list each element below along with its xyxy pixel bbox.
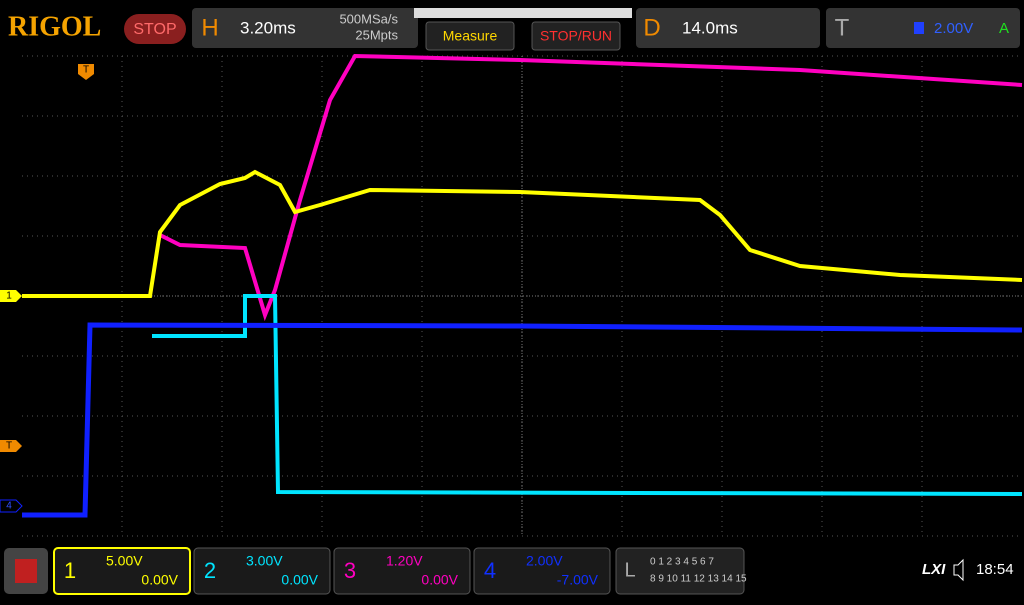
channel-scale: 2.00V [526, 553, 563, 569]
menu-icon [15, 559, 37, 583]
ch1-marker-label: 1 [6, 291, 12, 302]
trig-time-label: T [83, 65, 89, 76]
memory-bar [414, 8, 632, 18]
channel-offset: 0.00V [141, 572, 178, 588]
measure-btn[interactable] [425, 21, 515, 51]
d-panel [636, 8, 820, 48]
trig-level-marker [0, 440, 22, 452]
speaker-icon [953, 558, 964, 582]
logic-row1: 0 1 2 3 4 5 6 7 [650, 557, 714, 568]
lxi: LXI [922, 561, 946, 578]
logic-label: L [624, 559, 635, 581]
ch1-marker [0, 290, 22, 302]
brand: RIGOL [8, 11, 101, 42]
stoprun-label: STOP/RUN [540, 28, 612, 44]
channel-number: 3 [344, 558, 356, 583]
trig-time-marker [78, 64, 94, 80]
trig-src [914, 22, 924, 34]
channel-scale: 1.20V [386, 553, 423, 569]
channel-panel[interactable] [473, 547, 611, 595]
channel-panel[interactable] [53, 547, 191, 595]
d-label: D [643, 14, 660, 41]
clock: 18:54 [976, 561, 1014, 578]
logic-panel[interactable] [615, 547, 745, 595]
memory-depth: 25Mpts [355, 27, 398, 42]
channel-scale: 3.00V [246, 553, 283, 569]
trig-level-label: T [6, 441, 12, 452]
t-label: T [835, 14, 850, 41]
ch3-trace [159, 53, 1023, 322]
trig-mode: A [999, 20, 1009, 37]
measure-label: Measure [443, 28, 498, 44]
h-label: H [201, 14, 218, 41]
logic-row2: 8 9 10 11 12 13 14 15 [650, 574, 747, 585]
ch2-trace [152, 294, 1023, 496]
channel-offset: -7.00V [557, 572, 599, 588]
channel-offset: 0.00V [281, 572, 318, 588]
channel-scale: 5.00V [106, 553, 143, 569]
channel-number: 4 [484, 558, 496, 583]
h-panel [192, 8, 418, 48]
channel-number: 1 [64, 558, 76, 583]
timebase: 3.20ms [240, 18, 296, 37]
sample-rate: 500MSa/s [339, 11, 398, 26]
status-bg [124, 14, 186, 44]
channel-number: 2 [204, 558, 216, 583]
status: STOP [133, 21, 176, 38]
ch1-trace [22, 169, 1023, 298]
trig-level: 2.00V [934, 20, 973, 37]
delay: 14.0ms [682, 18, 738, 37]
ch4-marker [0, 499, 23, 513]
channel-panel[interactable] [333, 547, 471, 595]
channel-offset: 0.00V [421, 572, 458, 588]
channel-panel[interactable] [193, 547, 331, 595]
ch4-marker-label: 4 [6, 501, 12, 512]
stoprun-btn[interactable] [531, 21, 621, 51]
ch4-trace [22, 322, 1023, 518]
